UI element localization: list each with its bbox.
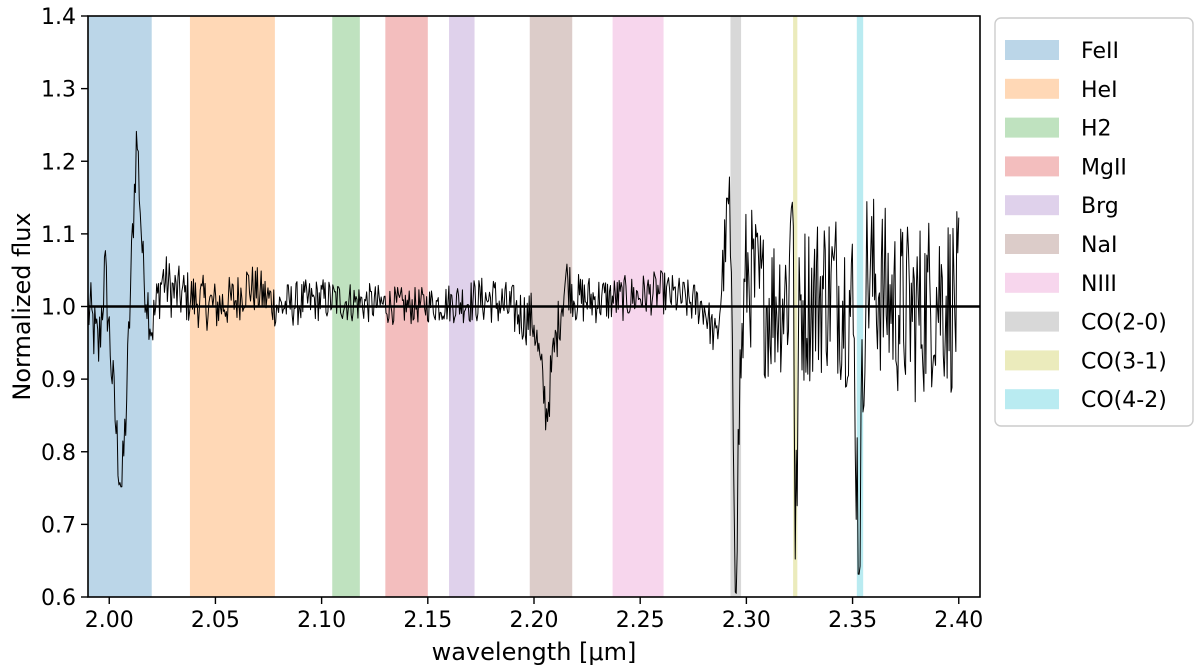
legend-label-feii: FeII xyxy=(1081,39,1119,64)
y-axis: 0.6 0.7 0.8 0.9 1.0 1.1 1.2 1.3 1.4 xyxy=(41,5,88,611)
legend: FeII HeI H2 MgII Brg NaI NIII CO(2-0) CO(3-1) CO(… xyxy=(994,17,1194,427)
y-tick-label: 0.9 xyxy=(41,368,76,393)
y-axis-label: Normalized flux xyxy=(8,212,36,400)
legend-swatch-co31 xyxy=(1005,350,1059,371)
x-tick-label: 2.30 xyxy=(722,608,771,633)
legend-label-mgii: MgII xyxy=(1081,155,1127,180)
x-tick-label: 2.10 xyxy=(297,608,346,633)
x-axis: 2.00 2.05 2.10 2.15 2.20 2.25 2.30 2.35 2.40 xyxy=(85,597,983,633)
legend-label-h2: H2 xyxy=(1081,117,1112,142)
y-tick-label: 0.7 xyxy=(41,513,76,538)
legend-frame xyxy=(994,17,1194,427)
x-tick-label: 2.20 xyxy=(510,608,559,633)
y-tick-label: 1.4 xyxy=(41,5,76,30)
legend-label-nai: NaI xyxy=(1081,233,1117,258)
y-tick-label: 1.3 xyxy=(41,78,76,103)
legend-swatch-mgii xyxy=(1005,156,1059,177)
legend-label-co31: CO(3-1) xyxy=(1081,349,1167,374)
x-tick-label: 2.35 xyxy=(828,608,877,633)
x-tick-label: 2.00 xyxy=(85,608,134,633)
y-tick-label: 0.6 xyxy=(41,586,76,611)
legend-label-niii: NIII xyxy=(1081,272,1117,297)
legend-swatch-hei xyxy=(1005,78,1059,99)
y-tick-label: 1.1 xyxy=(41,223,76,248)
y-tick-label: 1.2 xyxy=(41,150,76,175)
x-tick-label: 2.40 xyxy=(934,608,983,633)
legend-label-co20: CO(2-0) xyxy=(1081,311,1167,336)
legend-swatch-feii xyxy=(1005,40,1059,60)
legend-swatch-nai xyxy=(1005,234,1059,254)
x-tick-label: 2.25 xyxy=(616,608,665,633)
legend-swatch-co20 xyxy=(1005,311,1059,332)
x-tick-label: 2.15 xyxy=(403,608,452,633)
spectrum-series xyxy=(87,130,960,594)
legend-swatch-brg xyxy=(1005,195,1059,216)
legend-swatch-h2 xyxy=(1005,117,1059,138)
x-axis-label: wavelength [μm] xyxy=(432,638,637,666)
legend-label-co42: CO(4-2) xyxy=(1081,388,1167,413)
y-tick-label: 1.0 xyxy=(41,296,76,321)
legend-swatch-niii xyxy=(1005,272,1059,293)
legend-label-hei: HeI xyxy=(1081,78,1118,103)
spectrum-line xyxy=(87,130,960,594)
x-tick-label: 2.05 xyxy=(191,608,240,633)
legend-swatch-co42 xyxy=(1005,389,1059,410)
y-tick-label: 0.8 xyxy=(41,441,76,466)
legend-label-brg: Brg xyxy=(1081,194,1119,219)
